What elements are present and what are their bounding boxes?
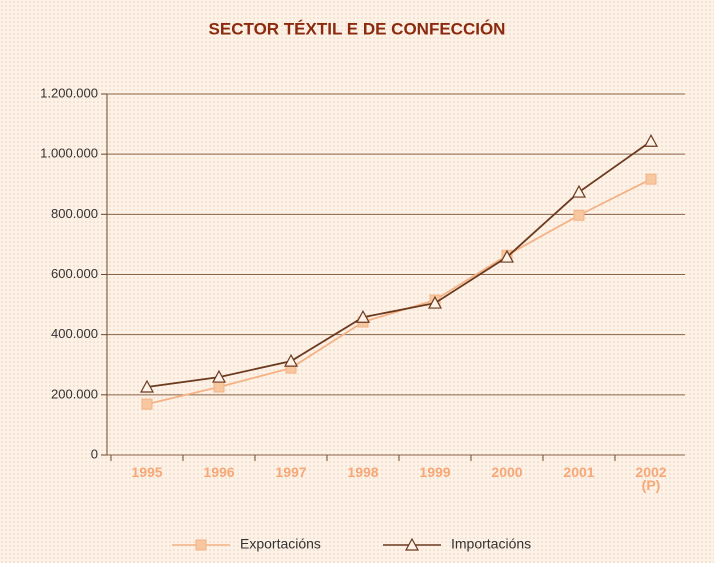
x-tick-label: 1995 bbox=[131, 464, 163, 480]
y-tick-label: 200.000 bbox=[51, 386, 98, 401]
marker bbox=[211, 369, 227, 383]
y-tick-label: 1.000.000 bbox=[40, 146, 98, 161]
marker bbox=[645, 173, 657, 185]
series-line bbox=[146, 140, 652, 388]
marker bbox=[141, 398, 153, 410]
marker bbox=[139, 379, 155, 393]
x-tick-label: 1997 bbox=[275, 464, 307, 480]
legend-label: Exportacións bbox=[240, 536, 321, 552]
marker bbox=[499, 249, 515, 263]
marker bbox=[213, 381, 225, 393]
marker bbox=[643, 133, 659, 147]
marker bbox=[355, 309, 371, 323]
y-tick-label: 0 bbox=[91, 446, 98, 461]
marker bbox=[283, 353, 299, 367]
marker bbox=[427, 295, 443, 309]
y-tick-label: 1.200.000 bbox=[40, 85, 98, 100]
legend-label: Importacións bbox=[451, 536, 531, 552]
x-tick-label: 2000 bbox=[491, 464, 523, 480]
marker bbox=[195, 539, 207, 551]
y-tick-label: 600.000 bbox=[51, 266, 98, 281]
marker bbox=[404, 537, 420, 551]
x-tick-label: 1996 bbox=[203, 464, 235, 480]
chart-title: SECTOR TÉXTIL E DE CONFECCIÓN bbox=[209, 19, 506, 38]
x-tick-label: 1999 bbox=[419, 464, 451, 480]
x-tick-label: 2002 (P) bbox=[635, 464, 667, 493]
marker bbox=[571, 184, 587, 198]
y-tick-label: 800.000 bbox=[51, 206, 98, 221]
y-tick-label: 400.000 bbox=[51, 326, 98, 341]
x-tick-label: 2001 bbox=[563, 464, 595, 480]
x-tick-label: 1998 bbox=[347, 464, 379, 480]
marker bbox=[573, 209, 585, 221]
